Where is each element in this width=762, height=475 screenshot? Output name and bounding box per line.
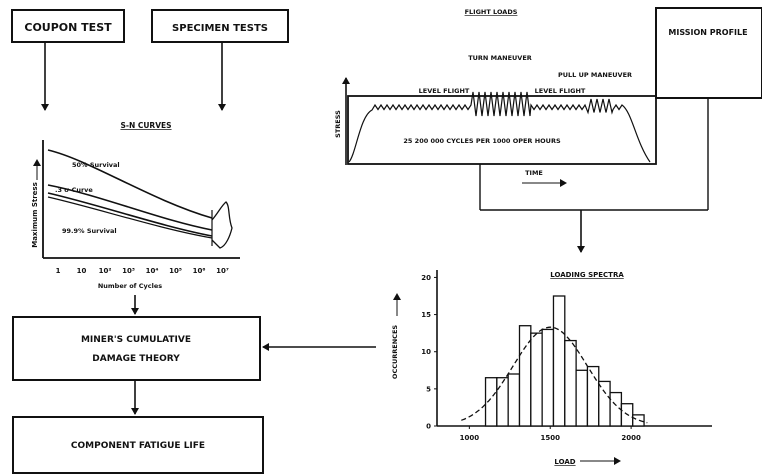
spectra-bar: [586, 365, 600, 427]
miners-line2: DAMAGE THEORY: [92, 354, 180, 364]
spectra-ytick-label: 15: [421, 311, 431, 319]
spectra-fit-curve: [461, 326, 648, 424]
spectra-ytick-label: 0: [426, 423, 431, 431]
flight-xlabel: TIME: [525, 169, 543, 177]
spectra-xtick-label: 2000: [621, 434, 641, 442]
mission-profile-label: MISSION PROFILE: [668, 28, 747, 37]
spectra-xlabel: LOAD: [554, 458, 575, 466]
label-50-survival: 50% Survival: [72, 161, 120, 169]
sn-ylabel: Maximum Stress: [31, 182, 39, 248]
spectra-bar: [541, 328, 555, 427]
spectra-bar: [507, 373, 521, 427]
mission-profile-box: [655, 7, 762, 99]
curve-999-survival-b: [47, 196, 213, 239]
label-level-flight-right: LEVEL FLIGHT: [535, 87, 586, 95]
sn-x-ticks: 1 10 10² 10³ 10⁴ 10⁵ 10⁶ 10⁷: [56, 267, 229, 275]
spectra-bar: [598, 380, 611, 427]
sn-scatter-distribution: [211, 201, 233, 249]
sn-xtick-label: 10⁶: [193, 267, 206, 275]
spectra-ytick-label: 5: [426, 385, 431, 393]
miners-theory-box: [12, 316, 261, 381]
sn-title: S-N CURVES: [120, 121, 171, 130]
flight-load-trace: [348, 91, 651, 163]
curve-999-survival: [47, 192, 213, 237]
fatigue-life-label: COMPONENT FATIGUE LIFE: [71, 441, 205, 451]
flight-ylabel: STRESS: [334, 110, 342, 138]
fatigue-life-box: [12, 416, 264, 474]
sn-xtick-label: 10: [77, 267, 87, 275]
specimen-tests-label: SPECIMEN TESTS: [172, 23, 268, 34]
miners-line1: MINER'S CUMULATIVE: [81, 335, 191, 345]
spectra-title: LOADING SPECTRA: [550, 271, 624, 279]
label-pullup-maneuver: PULL UP MANEUVER: [558, 71, 632, 79]
specimen-tests-box: [151, 9, 289, 43]
label-turn-maneuver: TURN MANEUVER: [468, 54, 532, 62]
spectra-bar: [575, 369, 589, 427]
spectra-ytick-label: 20: [421, 274, 431, 282]
sn-xtick-label: 10²: [99, 267, 112, 275]
label-3sigma: .3 σ Curve: [55, 186, 93, 194]
sn-xlabel: Number of Cycles: [98, 282, 162, 290]
curve-50-survival: [47, 149, 213, 219]
label-999-survival: 99.9% Survival: [62, 227, 117, 235]
spectra-bar: [552, 295, 566, 427]
spectra-bar: [632, 414, 645, 427]
spectra-xtick-label: 1000: [460, 434, 480, 442]
spectra-bar: [496, 377, 509, 427]
spectra-xtick-label: 1500: [540, 434, 560, 442]
spectra-bar: [564, 339, 577, 427]
spectra-bar: [518, 325, 532, 427]
curve-3sigma: [47, 184, 213, 231]
coupon-test-label: COUPON TEST: [24, 21, 112, 34]
label-level-flight-left: LEVEL FLIGHT: [419, 87, 470, 95]
spectra-ytick-label: 10: [421, 348, 431, 356]
spectra-plot: 20 15 10 5 0 1000 1500 2000: [421, 270, 712, 442]
flight-title: FLIGHT LOADS: [465, 8, 518, 16]
spectra-ylabel: OCCURRENCES: [391, 325, 399, 379]
coupon-test-box: [11, 9, 125, 43]
spectra-bar: [530, 332, 543, 427]
sn-xtick-label: 10³: [122, 267, 135, 275]
sn-xtick-label: 10⁷: [216, 267, 229, 275]
sn-xtick-label: 1: [56, 267, 61, 275]
sn-xtick-label: 10⁴: [146, 267, 159, 275]
sn-xtick-label: 10⁵: [169, 267, 182, 275]
label-cycles: 25 200 000 CYCLES PER 1000 OPER HOURS: [403, 137, 561, 145]
